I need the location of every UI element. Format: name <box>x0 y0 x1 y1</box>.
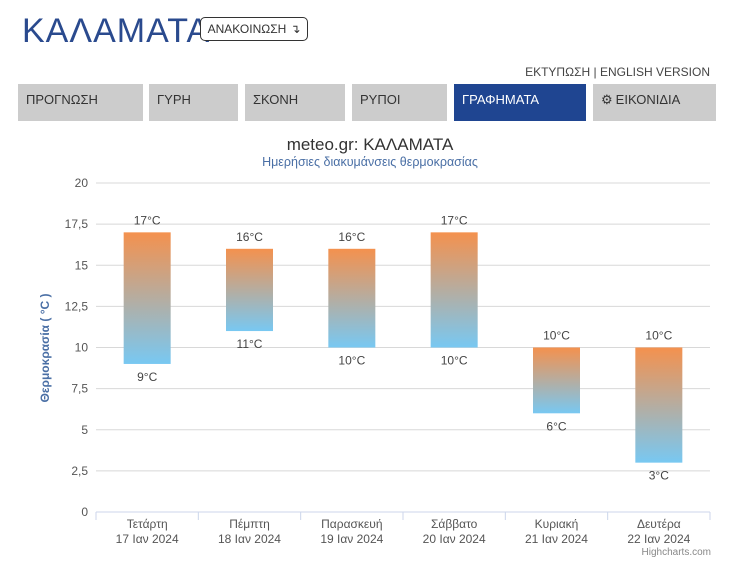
tab-icons[interactable]: ⚙ ΕΙΚΟΝΙΔΙΑ <box>593 84 716 121</box>
temperature-bar[interactable] <box>430 232 478 348</box>
high-temp-label: 10°C <box>543 329 570 343</box>
low-temp-label: 9°C <box>137 370 157 384</box>
x-tick-day: Κυριακή <box>535 517 579 531</box>
low-temp-label: 11°C <box>237 337 263 351</box>
high-temp-label: 17°C <box>441 213 468 227</box>
x-tick-date: 20 Ιαν 2024 <box>423 532 486 546</box>
low-temp-label: 10°C <box>338 354 365 368</box>
x-tick-date: 17 Ιαν 2024 <box>116 532 179 546</box>
tab-label: ΠΡΟΓΝΩΣΗ <box>26 92 98 107</box>
y-tick-label: 7,5 <box>71 382 88 396</box>
data-labels: 17°C 9°C 16°C 11°C 16°C 10°C 17°C 10°C 10°C 6°C 10… <box>134 213 673 482</box>
links-separator: | <box>593 65 597 79</box>
chart-subtitle: Ημερήσιες διακυμάνσεις θερμοκρασίας <box>262 155 478 169</box>
low-temp-label: 6°C <box>546 419 566 433</box>
high-temp-label: 16°C <box>236 230 263 244</box>
tab-pollutants[interactable]: ΡΥΠΟΙ <box>352 84 447 121</box>
temperature-bar[interactable] <box>533 347 580 414</box>
gear-icon: ⚙ <box>601 92 613 107</box>
x-tick-day: Τετάρτη <box>127 517 168 531</box>
tab-dust[interactable]: ΣΚΟΝΗ <box>245 84 345 121</box>
temperature-bar[interactable] <box>635 347 683 463</box>
temperature-bar[interactable] <box>328 248 376 348</box>
x-tick-date: 19 Ιαν 2024 <box>320 532 383 546</box>
x-tick-day: Σάββατο <box>431 517 478 531</box>
tab-bar: ΠΡΟΓΝΩΣΗ ΓΥΡΗ ΣΚΟΝΗ ΡΥΠΟΙ ΓΡΑΦΗΜΑΤΑ ⚙ ΕΙΚ… <box>18 84 716 121</box>
temperature-bar[interactable] <box>226 248 273 332</box>
y-tick-label: 5 <box>81 423 88 437</box>
y-tick-label: 0 <box>81 505 88 519</box>
announce-label: ΑΝΑΚΟΙΝΩΣΗ <box>207 22 287 36</box>
english-version-link[interactable]: ENGLISH VERSION <box>599 65 710 79</box>
tab-label: ΓΥΡΗ <box>157 92 191 107</box>
announce-button[interactable]: ΑΝΑΚΟΙΝΩΣΗ ↴ <box>200 17 308 41</box>
x-tick-date: 21 Ιαν 2024 <box>525 532 588 546</box>
bars <box>123 232 683 463</box>
tab-label: ΡΥΠΟΙ <box>360 92 401 107</box>
x-tick-day: Παρασκευή <box>321 517 382 531</box>
tab-label: ΓΡΑΦΗΜΑΤΑ <box>462 92 540 107</box>
x-tick-day: Δευτέρα <box>637 517 681 531</box>
high-temp-label: 16°C <box>338 230 365 244</box>
tab-label: ΣΚΟΝΗ <box>253 92 299 107</box>
y-tick-label: 17,5 <box>65 217 89 231</box>
high-temp-label: 10°C <box>645 329 672 343</box>
print-link[interactable]: ΕΚΤΥΠΩΣΗ <box>525 65 591 79</box>
y-axis-ticks: 0 2,5 5 7,5 10 12,5 15 17,5 20 <box>65 176 89 519</box>
x-tick-date: 22 Ιαν 2024 <box>627 532 690 546</box>
header-links: ΕΚΤΥΠΩΣΗ | ENGLISH VERSION <box>525 65 710 79</box>
y-tick-label: 2,5 <box>71 464 88 478</box>
tab-label: ΕΙΚΟΝΙΔΙΑ <box>615 92 681 107</box>
y-tick-label: 15 <box>75 258 89 272</box>
y-tick-label: 10 <box>75 341 89 355</box>
low-temp-label: 10°C <box>441 354 468 368</box>
low-temp-label: 3°C <box>649 469 669 483</box>
y-tick-label: 20 <box>75 176 89 190</box>
x-tick-day: Πέμπτη <box>229 517 270 531</box>
chart-title: meteo.gr: ΚΑΛΑΜΑΤΑ <box>287 135 454 154</box>
arrow-down-right-icon: ↴ <box>290 22 301 36</box>
tab-pollen[interactable]: ΓΥΡΗ <box>149 84 238 121</box>
tab-forecast[interactable]: ΠΡΟΓΝΩΣΗ <box>18 84 143 121</box>
x-tick-date: 18 Ιαν 2024 <box>218 532 281 546</box>
y-tick-label: 12,5 <box>65 299 89 313</box>
highcharts-credit[interactable]: Highcharts.com <box>641 547 711 558</box>
y-axis-label: Θερμοκρασία ( °C ) <box>38 294 52 403</box>
temperature-bar[interactable] <box>123 232 171 364</box>
grid-lines <box>96 182 710 513</box>
tab-charts[interactable]: ΓΡΑΦΗΜΑΤΑ <box>454 84 586 121</box>
high-temp-label: 17°C <box>134 213 161 227</box>
page-title: ΚΑΛΑΜΑΤΑ <box>22 12 211 50</box>
